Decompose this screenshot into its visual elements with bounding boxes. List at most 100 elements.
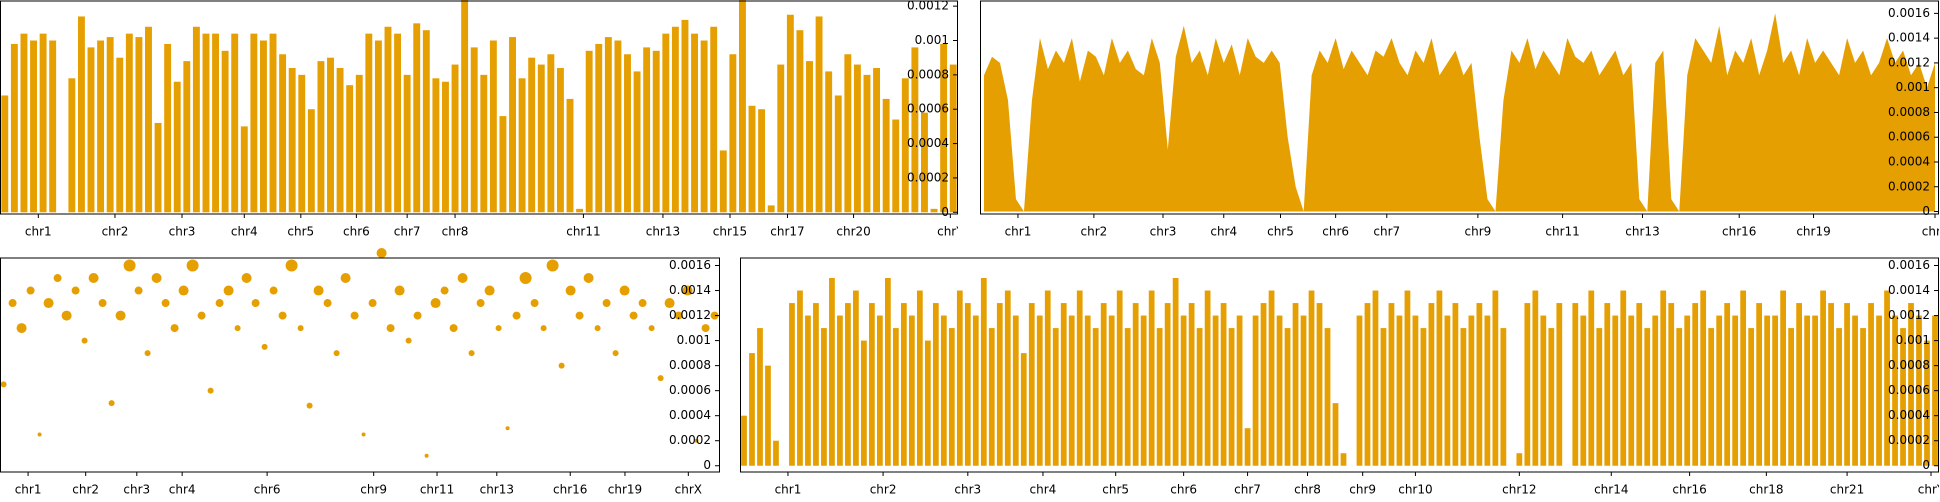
marks: [0, 247, 719, 458]
bar: [1676, 328, 1683, 466]
point: [394, 285, 405, 296]
y-tick-label: 0.0008: [669, 358, 711, 372]
bar: [10, 43, 18, 213]
bar: [1148, 290, 1155, 466]
bar: [652, 50, 660, 213]
bar: [576, 208, 584, 213]
bar: [260, 40, 267, 213]
bar: [1436, 290, 1443, 466]
bar: [20, 33, 28, 213]
point: [558, 362, 565, 369]
y-tick-label: 0.0006: [907, 102, 949, 116]
bar: [1212, 315, 1219, 466]
bar: [1364, 303, 1371, 466]
x-tick-label: chr17: [770, 225, 804, 239]
bar: [1116, 290, 1123, 466]
bar: [1660, 290, 1667, 466]
bar: [1900, 328, 1906, 466]
bar: [1852, 315, 1858, 466]
bar: [1300, 315, 1307, 466]
bar: [97, 40, 105, 213]
bar: [900, 303, 907, 466]
point: [178, 285, 189, 296]
x-tick-label: chr6: [343, 225, 370, 239]
bar: [863, 74, 871, 213]
point: [519, 272, 532, 285]
bar: [1068, 315, 1075, 466]
bar: [671, 26, 679, 213]
bar: [614, 40, 622, 213]
marks: [1, 0, 957, 213]
point: [16, 323, 27, 334]
bar: [700, 40, 708, 213]
x-labels: chr1 chr2 chr3 chr4 chr5 chr6 chr7 chr8 chr11 chr…: [25, 214, 958, 239]
point: [306, 402, 313, 409]
bar: [1868, 303, 1874, 466]
x-tick-label: chr6: [1170, 483, 1197, 497]
y-tick-label: 0: [941, 205, 949, 219]
bar: [1716, 315, 1723, 466]
bar: [77, 16, 85, 213]
bar: [853, 64, 861, 213]
bar: [1276, 315, 1283, 466]
bar: [547, 54, 555, 213]
bar: [250, 33, 258, 213]
bar: [585, 50, 593, 213]
bar: [805, 315, 811, 466]
point: [648, 325, 655, 332]
bar: [240, 126, 248, 213]
bar: [1044, 290, 1051, 466]
bar: [307, 109, 315, 213]
x-tick-label: chr5: [1102, 483, 1129, 497]
point: [583, 273, 594, 284]
bar: [1860, 328, 1866, 466]
point: [629, 311, 638, 320]
bar: [1404, 290, 1411, 466]
point: [340, 273, 351, 284]
point: [530, 299, 539, 308]
x-tick-label: chr18: [1749, 483, 1783, 497]
frame: [0, 0, 958, 215]
bar: [797, 290, 803, 466]
x-tick-label: chr9: [360, 483, 387, 497]
point: [468, 350, 475, 357]
bar: [964, 303, 971, 466]
bar: [1172, 278, 1179, 466]
point: [0, 381, 7, 388]
bar: [566, 98, 574, 213]
point: [368, 299, 377, 308]
point: [26, 286, 35, 295]
point: [612, 350, 619, 357]
bar: [394, 33, 402, 213]
point: [251, 299, 260, 308]
x-tick-label: chr2: [102, 225, 129, 239]
bar: [1620, 290, 1627, 466]
bar: [1052, 328, 1059, 466]
bar: [1780, 290, 1787, 466]
bar: [901, 78, 909, 213]
bar: [470, 47, 478, 213]
x-tick-label: chr4: [1030, 483, 1057, 497]
x-tick-label: chr6: [1322, 225, 1349, 239]
bar: [1204, 290, 1211, 466]
bar: [1796, 303, 1802, 466]
point: [88, 273, 99, 284]
point: [361, 432, 366, 437]
x-labels: chr1 chr2 chr3 chr4 chr5 chr6 chr7 chr9 chr11 chr…: [1005, 214, 1940, 239]
bar: [1636, 303, 1643, 466]
point: [81, 337, 88, 344]
bar: [1476, 303, 1483, 466]
point: [457, 273, 468, 284]
bar: [719, 150, 727, 213]
x-tick-label: chrY: [1922, 225, 1940, 239]
x-tick-label: chr3: [169, 225, 196, 239]
bar: [1244, 428, 1251, 466]
bar: [1748, 328, 1755, 466]
bar: [1060, 303, 1067, 466]
point: [664, 298, 675, 309]
bar: [1268, 290, 1275, 466]
bar: [1188, 303, 1195, 466]
x-tick-label: chr13: [1625, 225, 1659, 239]
frame: [740, 257, 1939, 473]
point: [476, 299, 485, 308]
